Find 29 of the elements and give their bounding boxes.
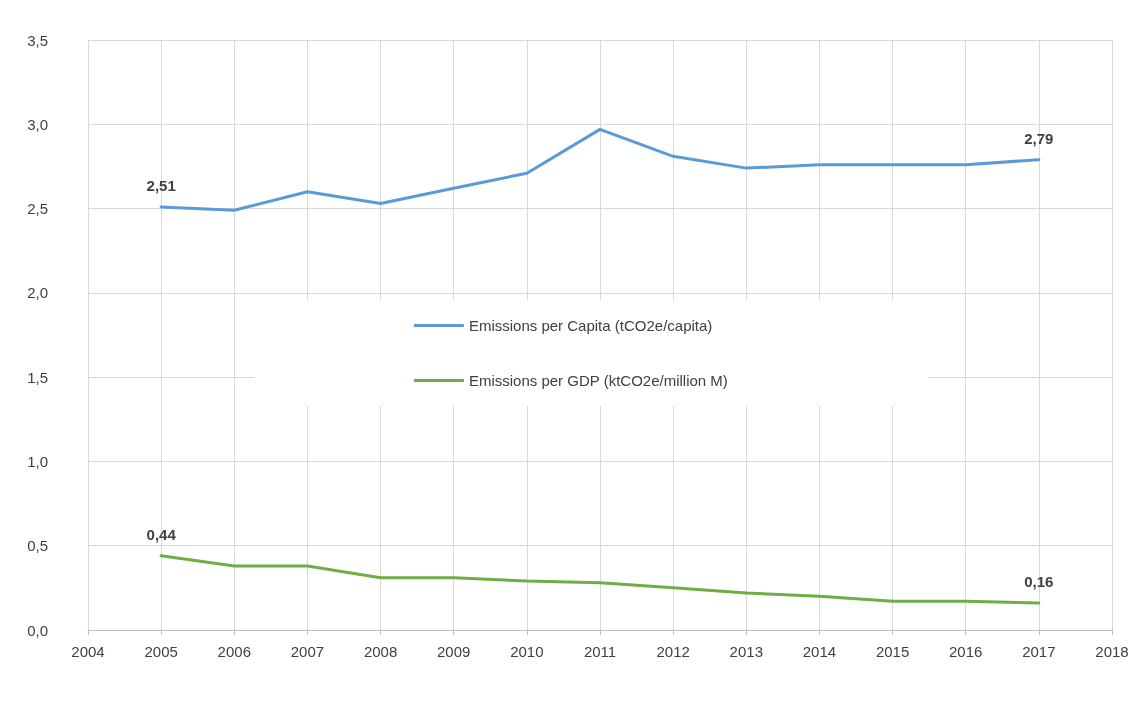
- x-tick-label: 2011: [583, 643, 617, 660]
- x-tick-label: 2009: [437, 643, 471, 660]
- x-tick-label: 2014: [802, 643, 837, 660]
- x-tick-label: 2015: [875, 643, 910, 660]
- x-tick-label: 2013: [729, 643, 763, 660]
- x-tick-label: 2007: [290, 643, 325, 660]
- x-tick-label: 2005: [144, 643, 178, 660]
- y-tick-label: 2,0: [27, 284, 48, 302]
- data-label: 0,16: [1024, 573, 1054, 591]
- x-tick-label: 2008: [363, 643, 398, 660]
- y-tick-label: 0,0: [27, 621, 48, 639]
- x-tick-label: 2004: [71, 643, 105, 660]
- y-tick-label: 1,5: [27, 368, 48, 386]
- data-label: 0,44: [146, 525, 177, 543]
- x-tick-label: 2017: [1022, 643, 1056, 660]
- x-tick-label: 2016: [949, 643, 983, 660]
- data-label: 2,79: [1024, 129, 1054, 147]
- y-tick-label: 0,5: [27, 537, 48, 555]
- legend-label: Emissions per GDP (ktCO2e/million M): [468, 372, 728, 389]
- legend-label: Emissions per Capita (tCO2e/capita): [468, 317, 713, 334]
- x-tick-label: 2012: [656, 643, 690, 660]
- x-tick-label: 2010: [510, 643, 544, 660]
- x-tick-label: 2018: [1095, 643, 1129, 660]
- y-tick-label: 3,5: [27, 31, 48, 49]
- y-tick-label: 3,0: [27, 115, 48, 133]
- y-tick-label: 1,0: [27, 452, 48, 470]
- x-tick-label: 2006: [217, 643, 251, 660]
- y-tick-label: 2,5: [27, 200, 48, 218]
- data-label: 2,51: [146, 176, 176, 194]
